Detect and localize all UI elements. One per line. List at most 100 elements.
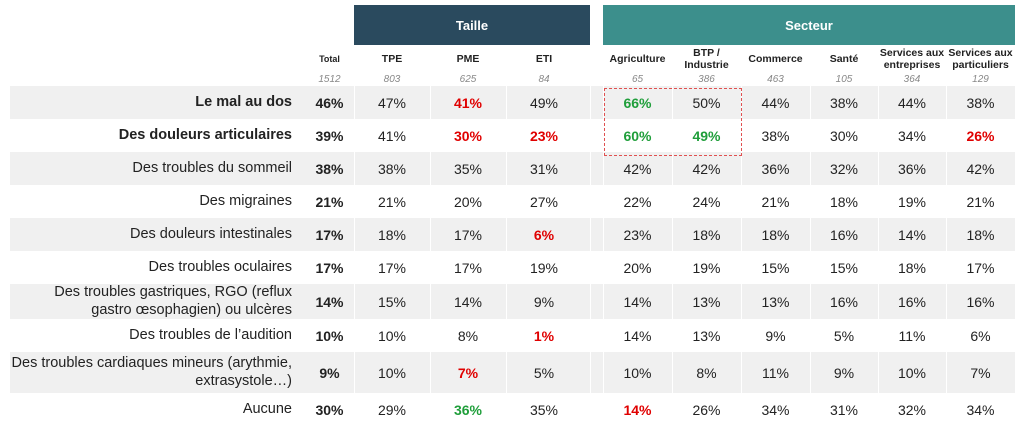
value-cell: 41% [453, 94, 483, 111]
column-base-count: 463 [767, 73, 784, 85]
value-cell: 11% [898, 327, 926, 344]
value-cell: 21% [377, 193, 407, 210]
value-cell: 15% [377, 293, 407, 310]
value-cell: 13% [692, 293, 721, 310]
value-cell: 31% [829, 401, 859, 418]
value-cell: 26% [692, 401, 721, 418]
row-label: Des douleurs articulaires [118, 126, 292, 143]
value-cell: 23% [623, 226, 652, 243]
value-cell: 22% [623, 193, 652, 210]
row-label: Des troubles de l’audition [129, 326, 292, 343]
row-label: Des troubles oculaires [148, 258, 292, 275]
value-cell: 50% [692, 94, 721, 111]
column-header: Commerce [748, 53, 803, 66]
column-divider [946, 86, 947, 426]
value-cell: 49% [529, 94, 559, 111]
column-header: Agriculture [609, 53, 666, 66]
value-cell: 27% [529, 193, 559, 210]
value-cell: 18% [377, 226, 407, 243]
column-base-count: 65 [631, 73, 644, 85]
table-row: Des douleurs intestinales 17% 18% 17% 6% 23% 1… [10, 218, 1015, 251]
value-cell: 36% [453, 401, 483, 418]
total-cell: 17% [315, 259, 344, 276]
value-cell: 66% [623, 94, 652, 111]
value-cell: 14% [453, 293, 483, 310]
value-cell: 15% [761, 259, 790, 276]
column-divider [506, 86, 507, 426]
value-cell: 23% [529, 127, 559, 144]
value-cell: 20% [453, 193, 483, 210]
value-cell: 16% [829, 293, 859, 310]
column-header: Santé [829, 53, 859, 66]
value-cell: 18% [966, 226, 995, 243]
column-base-count: 84 [538, 73, 550, 85]
value-cell: 34% [897, 127, 927, 144]
value-cell: 16% [966, 293, 995, 310]
value-cell: 17% [453, 259, 483, 276]
value-cell: 7% [457, 364, 479, 381]
column-divider [354, 86, 355, 426]
column-divider [741, 86, 742, 426]
column-header: BTP / Industrie [684, 47, 729, 71]
value-cell: 35% [453, 160, 483, 177]
value-cell: 18% [761, 226, 790, 243]
column-divider [810, 86, 811, 426]
row-label: Des troubles cardiaques mineurs (arythmi… [11, 355, 292, 389]
value-cell: 14% [897, 226, 927, 243]
value-cell: 41% [377, 127, 407, 144]
value-cell: 42% [966, 160, 995, 177]
value-cell: 6% [533, 226, 555, 243]
value-cell: 38% [377, 160, 407, 177]
value-cell: 13% [761, 293, 790, 310]
value-cell: 5% [833, 327, 855, 344]
column-base-count: 625 [459, 73, 477, 85]
value-cell: 21% [761, 193, 790, 210]
value-cell: 6% [970, 327, 991, 344]
value-cell: 10% [377, 364, 407, 381]
value-cell: 24% [692, 193, 721, 210]
value-cell: 5% [533, 364, 555, 381]
value-cell: 29% [377, 401, 407, 418]
total-cell: 14% [315, 293, 344, 310]
row-label: Le mal au dos [195, 93, 292, 110]
table-row: Des troubles du sommeil 38% 38% 35% 31% 42% 42… [10, 152, 1015, 185]
value-cell: 38% [829, 94, 859, 111]
value-cell: 19% [529, 259, 559, 276]
value-cell: 35% [529, 401, 559, 418]
row-label: Aucune [242, 400, 292, 417]
table-row: Le mal au dos 46% 47% 41% 49% 66% 50% 44% 38% 44%… [10, 86, 1015, 119]
total-cell: 38% [315, 160, 344, 177]
table-row: Des troubles oculaires 17% 17% 17% 19% 20% 19%… [10, 251, 1015, 284]
value-cell: 14% [623, 293, 652, 310]
value-cell: 19% [897, 193, 927, 210]
group-header-taille: Taille [354, 5, 590, 45]
value-cell: 30% [829, 127, 859, 144]
total-cell: 17% [315, 226, 344, 243]
column-divider [878, 86, 879, 426]
column-base-count: 386 [698, 73, 715, 85]
value-cell: 16% [897, 293, 927, 310]
value-cell: 17% [377, 259, 407, 276]
value-cell: 34% [761, 401, 790, 418]
table-row: Des troubles cardiaques mineurs (arythmi… [10, 352, 1015, 393]
value-cell: 14% [623, 401, 652, 418]
value-cell: 15% [829, 259, 859, 276]
value-cell: 21% [966, 193, 995, 210]
table-row: Des troubles gastriques, RGO (reflux gas… [10, 284, 1015, 319]
value-cell: 38% [761, 127, 790, 144]
value-cell: 9% [833, 364, 855, 381]
row-label: Des troubles du sommeil [132, 159, 292, 176]
value-cell: 10% [377, 327, 407, 344]
column-base-count: 803 [383, 73, 401, 85]
column-base-count: 129 [972, 73, 989, 85]
value-cell: 19% [692, 259, 721, 276]
value-cell: 60% [623, 127, 652, 144]
row-label: Des troubles gastriques, RGO (reflux gas… [54, 284, 292, 318]
total-cell: 46% [315, 94, 344, 111]
table-row: Des troubles de l’audition 10% 10% 8% 1% 14% 1… [10, 319, 1015, 352]
value-cell: 10% [897, 364, 927, 381]
column-divider [430, 86, 431, 426]
value-cell: 34% [966, 401, 995, 418]
column-base-count: 105 [835, 73, 853, 85]
value-cell: 9% [533, 293, 555, 310]
